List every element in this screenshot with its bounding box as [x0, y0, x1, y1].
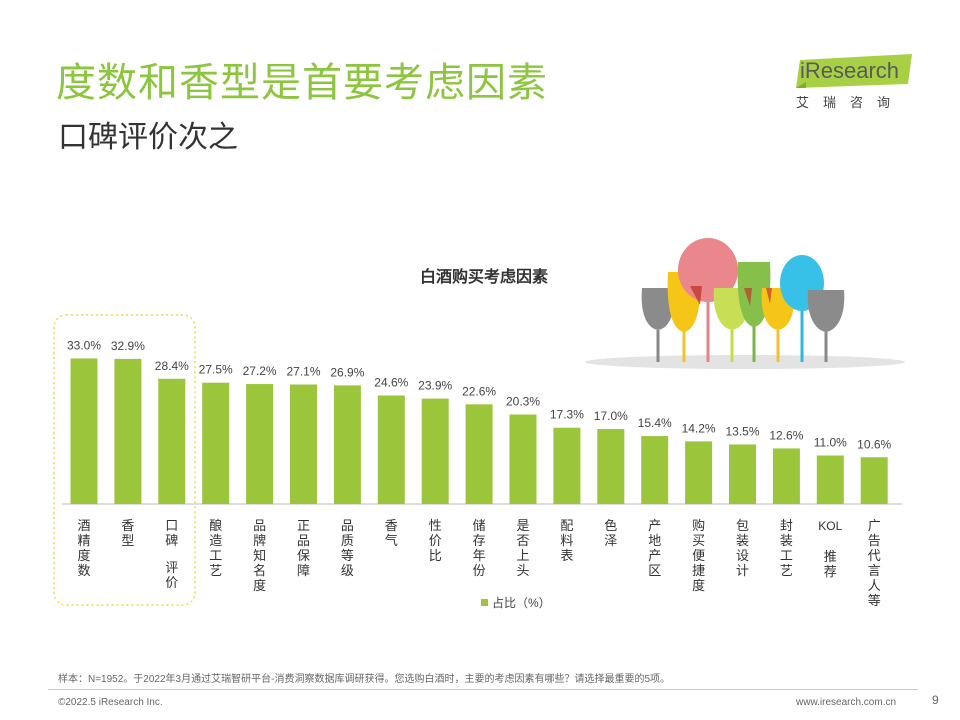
- page-title: 度数和香型是首要考虑因素: [56, 61, 548, 105]
- bar: [816, 455, 844, 504]
- bar-value-label: 27.1%: [286, 364, 320, 378]
- category-label: 色泽: [604, 518, 617, 548]
- footer-divider: [48, 689, 918, 690]
- category-label: 酒精度数: [77, 518, 90, 578]
- legend-swatch: [481, 599, 488, 606]
- category-label: 包装设计: [736, 518, 749, 578]
- bar: [246, 384, 274, 504]
- logo-badge-icon: [796, 54, 912, 88]
- logo-subtext: 艾瑞咨询: [796, 95, 905, 110]
- category-label: 性价比: [429, 518, 442, 563]
- bar: [553, 427, 581, 504]
- bar-value-label: 17.3%: [550, 408, 584, 422]
- sample-note: 样本：N=1952。于2022年3月通过艾瑞智研平台-消费洞察数据库调研获得。您…: [58, 674, 671, 685]
- bar: [421, 398, 449, 504]
- category-label: 配料表: [560, 518, 573, 563]
- bar: [465, 404, 493, 504]
- bar-value-label: 11.0%: [814, 435, 847, 449]
- bar-value-label: 15.4%: [638, 416, 672, 430]
- bar: [377, 395, 405, 504]
- bar-value-label: 27.5%: [199, 363, 233, 377]
- wine-glasses-icon: [585, 238, 905, 369]
- bar: [290, 384, 317, 504]
- bar: [158, 378, 186, 504]
- bar-value-label: 27.2%: [243, 364, 277, 378]
- bar-value-label: 10.6%: [857, 437, 891, 451]
- bar-value-label: 28.4%: [155, 359, 189, 373]
- bar-value-label: 23.9%: [418, 379, 452, 393]
- bar: [685, 441, 713, 504]
- category-label: 口碑 评价: [165, 518, 178, 590]
- bar: [202, 382, 230, 504]
- legend: 占比（%）: [481, 595, 551, 610]
- category-label: 品质等级: [341, 518, 354, 578]
- category-label: 酿造工艺: [209, 518, 222, 578]
- chart-title: 白酒购买考虑因素: [420, 267, 548, 286]
- bar: [772, 448, 800, 504]
- category-label: KOL 推荐: [818, 519, 842, 579]
- category-label: 品牌知名度: [253, 518, 266, 593]
- category-label: 购买便捷度: [692, 518, 705, 593]
- bar: [509, 414, 537, 504]
- category-label: 香气: [385, 518, 398, 548]
- bar: [597, 429, 625, 504]
- bar: [641, 436, 669, 504]
- iresearch-logo: iResearch 艾瑞咨询: [790, 52, 920, 110]
- bar-value-label: 14.2%: [682, 421, 716, 435]
- page-number: 9: [932, 693, 939, 707]
- category-label: 储存年份: [473, 518, 486, 578]
- logo-text: iResearch: [800, 58, 900, 83]
- bar-value-label: 17.0%: [594, 409, 628, 423]
- bar: [729, 444, 756, 504]
- legend-label: 占比（%）: [492, 595, 551, 610]
- category-label: 是否上头: [516, 518, 529, 578]
- bar-value-label: 13.5%: [725, 424, 759, 438]
- bar-value-label: 24.6%: [374, 376, 408, 390]
- bar-value-label: 20.3%: [506, 394, 540, 408]
- copyright: ©2022.5 iResearch Inc.: [58, 697, 163, 708]
- category-label: 正品保障: [297, 518, 310, 578]
- bar-value-label: 26.9%: [330, 365, 364, 379]
- category-label: 封装工艺: [780, 518, 793, 578]
- bar-value-label: 12.6%: [769, 428, 803, 442]
- bar-value-label: 33.0%: [67, 338, 101, 352]
- bar: [70, 358, 98, 504]
- bar-value-label: 22.6%: [462, 384, 496, 398]
- page-subtitle: 口碑评价次之: [58, 121, 238, 154]
- website[interactable]: www.iresearch.com.cn: [796, 697, 897, 708]
- bar: [333, 385, 361, 504]
- bar: [860, 457, 888, 504]
- bar-value-label: 32.9%: [111, 339, 145, 353]
- category-label: 产地产区: [648, 518, 661, 578]
- bar: [114, 358, 142, 504]
- category-label: 香型: [121, 518, 134, 548]
- category-label: 广告代言人等: [868, 518, 881, 608]
